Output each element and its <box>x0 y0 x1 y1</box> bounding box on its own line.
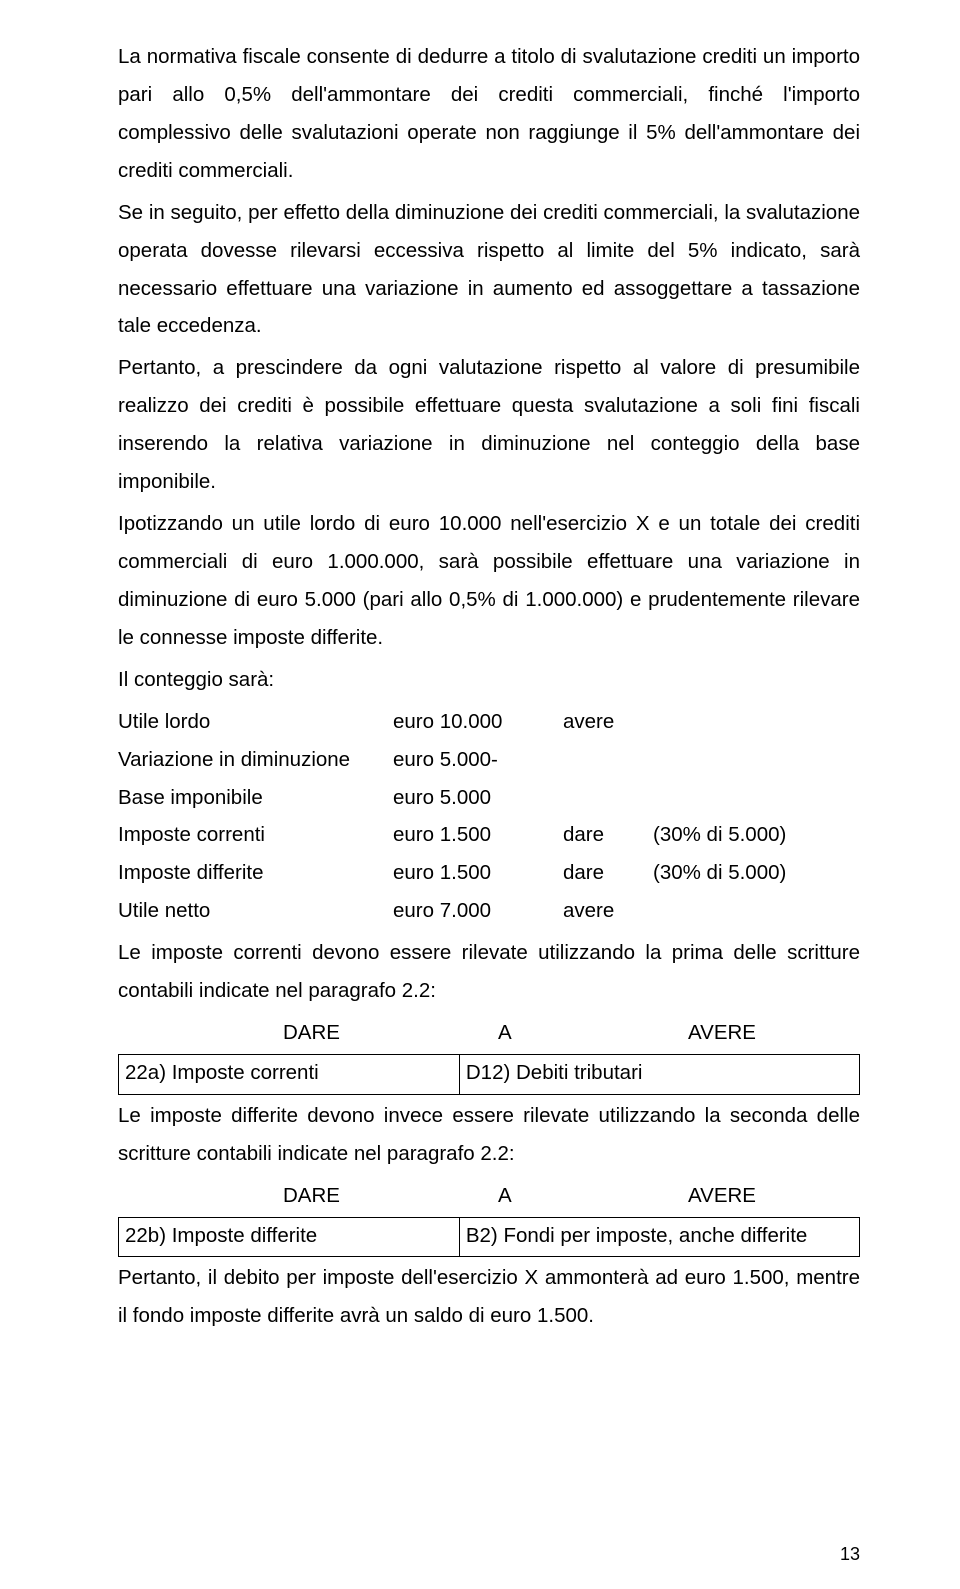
journal-entry-table: 22a) Imposte correnti D12) Debiti tribut… <box>118 1054 860 1095</box>
page-number: 13 <box>840 1538 860 1571</box>
paragraph: Le imposte correnti devono essere rileva… <box>118 934 860 1010</box>
calc-side: dare <box>563 854 653 892</box>
avere-label: AVERE <box>688 1014 860 1052</box>
calc-label: Utile netto <box>118 892 393 930</box>
entry-dare-cell: 22a) Imposte correnti <box>119 1054 460 1094</box>
spacer <box>118 1014 283 1052</box>
a-label: A <box>498 1014 688 1052</box>
calc-amount: euro 5.000 <box>393 779 563 817</box>
calc-note <box>653 741 860 779</box>
entry-dare-cell: 22b) Imposte differite <box>119 1217 460 1257</box>
journal-entry-table: 22b) Imposte differite B2) Fondi per imp… <box>118 1217 860 1258</box>
entry-avere-cell: D12) Debiti tributari <box>459 1054 859 1094</box>
calc-label: Imposte differite <box>118 854 393 892</box>
calc-amount: euro 7.000 <box>393 892 563 930</box>
avere-label: AVERE <box>688 1177 860 1215</box>
calc-amount: euro 1.500 <box>393 854 563 892</box>
dare-label: DARE <box>283 1177 498 1215</box>
calc-note: (30% di 5.000) <box>653 816 860 854</box>
calc-label: Utile lordo <box>118 703 393 741</box>
paragraph: Le imposte differite devono invece esser… <box>118 1097 860 1173</box>
calc-amount: euro 10.000 <box>393 703 563 741</box>
calc-note <box>653 703 860 741</box>
calc-row: Imposte correnti euro 1.500 dare (30% di… <box>118 816 860 854</box>
calc-label: Imposte correnti <box>118 816 393 854</box>
paragraph: La normativa fiscale consente di dedurre… <box>118 38 860 190</box>
calc-row: Utile lordo euro 10.000 avere <box>118 703 860 741</box>
calc-note <box>653 892 860 930</box>
document-page: La normativa fiscale consente di dedurre… <box>0 0 960 1589</box>
spacer <box>118 1177 283 1215</box>
paragraph: Pertanto, a prescindere da ogni valutazi… <box>118 349 860 501</box>
calc-row: Utile netto euro 7.000 avere <box>118 892 860 930</box>
calc-note: (30% di 5.000) <box>653 854 860 892</box>
calc-row: Base imponibile euro 5.000 <box>118 779 860 817</box>
calc-intro: Il conteggio sarà: <box>118 661 860 699</box>
dare-label: DARE <box>283 1014 498 1052</box>
calc-side: avere <box>563 703 653 741</box>
calc-note <box>653 779 860 817</box>
a-label: A <box>498 1177 688 1215</box>
calculation-block: Utile lordo euro 10.000 avere Variazione… <box>118 703 860 931</box>
paragraph: Pertanto, il debito per imposte dell'ese… <box>118 1259 860 1335</box>
calc-label: Base imponibile <box>118 779 393 817</box>
calc-label: Variazione in diminuzione <box>118 741 393 779</box>
calc-row: Imposte differite euro 1.500 dare (30% d… <box>118 854 860 892</box>
journal-header: DARE A AVERE <box>118 1014 860 1052</box>
calc-side <box>563 741 653 779</box>
calc-side: avere <box>563 892 653 930</box>
paragraph: Ipotizzando un utile lordo di euro 10.00… <box>118 505 860 657</box>
paragraph: Se in seguito, per effetto della diminuz… <box>118 194 860 346</box>
calc-amount: euro 5.000- <box>393 741 563 779</box>
journal-header: DARE A AVERE <box>118 1177 860 1215</box>
calc-amount: euro 1.500 <box>393 816 563 854</box>
calc-side <box>563 779 653 817</box>
entry-avere-cell: B2) Fondi per imposte, anche differite <box>459 1217 859 1257</box>
calc-row: Variazione in diminuzione euro 5.000- <box>118 741 860 779</box>
calc-side: dare <box>563 816 653 854</box>
